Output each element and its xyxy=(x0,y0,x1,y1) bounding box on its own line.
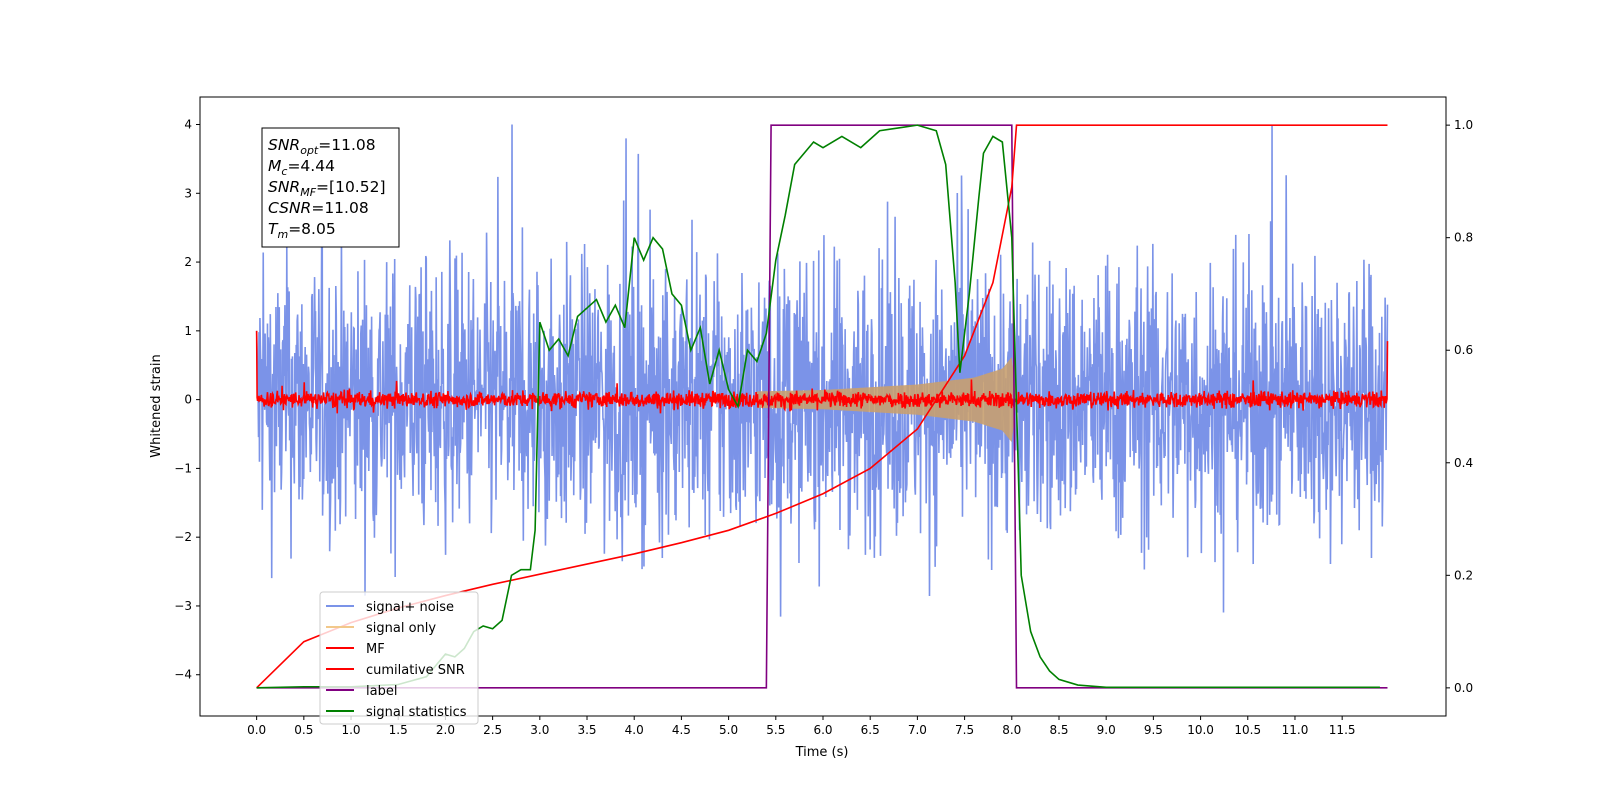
y-tick-label: 0 xyxy=(184,393,192,407)
x-tick-label: 6.0 xyxy=(813,723,832,737)
legend-label: MF xyxy=(366,642,385,657)
annotation-line: Tm=8.05 xyxy=(268,220,336,241)
legend-label: signal+ noise xyxy=(366,600,454,615)
y2-tick-label: 0.4 xyxy=(1454,456,1473,470)
y2-tick-label: 1.0 xyxy=(1454,118,1473,132)
x-tick-label: 11.0 xyxy=(1282,723,1309,737)
y-tick-label: −3 xyxy=(174,599,192,613)
x-tick-label: 0.5 xyxy=(294,723,313,737)
x-tick-label: 1.5 xyxy=(389,723,408,737)
x-tick-label: 3.5 xyxy=(577,723,596,737)
annotation-line: CSNR=11.08 xyxy=(268,199,369,217)
x-tick-label: 5.0 xyxy=(719,723,738,737)
series-signal-plus-noise xyxy=(255,124,1389,617)
y-tick-label: −1 xyxy=(174,461,192,475)
x-tick-label: 2.0 xyxy=(436,723,455,737)
series-label xyxy=(256,124,1388,689)
y2-tick-label: 0.8 xyxy=(1454,231,1473,245)
x-tick-label: 5.5 xyxy=(766,723,785,737)
series-mf xyxy=(255,330,1389,414)
x-tick-label: 9.0 xyxy=(1097,723,1116,737)
annotation-frame xyxy=(261,127,400,248)
legend-frame xyxy=(319,591,479,725)
x-tick-label: 3.0 xyxy=(530,723,549,737)
y-tick-label: −4 xyxy=(174,668,192,682)
plot-area xyxy=(255,124,1389,689)
annotation-line: SNRopt=11.08 xyxy=(268,136,376,157)
x-tick-label: 4.0 xyxy=(625,723,644,737)
y-tick-label: 1 xyxy=(184,324,192,338)
x-tick-label: 4.5 xyxy=(672,723,691,737)
y-tick-label: −2 xyxy=(174,530,192,544)
series-signal-only xyxy=(756,357,1017,443)
x-tick-label: 10.5 xyxy=(1234,723,1261,737)
x-tick-label: 7.0 xyxy=(908,723,927,737)
legend-label: signal only xyxy=(366,621,436,636)
y-tick-label: 3 xyxy=(184,186,192,200)
y-tick-label: 2 xyxy=(184,255,192,269)
x-tick-label: 7.5 xyxy=(955,723,974,737)
y2-tick-label: 0.2 xyxy=(1454,568,1473,582)
legend-label: signal statistics xyxy=(366,705,467,720)
legend-label: label xyxy=(366,684,397,699)
series-signal-statistics xyxy=(256,124,1380,689)
x-tick-label: 10.0 xyxy=(1187,723,1214,737)
x-tick-label: 6.5 xyxy=(861,723,880,737)
annotation-line: SNRMF=[10.52] xyxy=(268,178,386,199)
legend: signal+ noise signal only MF cumilative SNR… xyxy=(319,591,479,725)
axis-ticks: 0.0 0.5 1.0 1.5 2.0 2.5 3.0 3.5 4.0 4.5 5.0 5.5 6.0 6… xyxy=(174,118,1473,737)
y2-tick-label: 0.0 xyxy=(1454,681,1473,695)
x-tick-label: 0.0 xyxy=(247,723,266,737)
x-axis-label: Time (s) xyxy=(795,745,849,760)
annotation-box: SNRopt=11.08Mc=4.44SNRMF=[10.52]CSNR=11.… xyxy=(261,127,400,248)
legend-label: cumilative SNR xyxy=(366,663,465,678)
x-tick-label: 11.5 xyxy=(1329,723,1356,737)
x-tick-label: 8.0 xyxy=(1002,723,1021,737)
annotation-line: Mc=4.44 xyxy=(268,157,335,178)
x-tick-label: 2.5 xyxy=(483,723,502,737)
y-axis-label: Whitened strain xyxy=(149,354,164,457)
x-tick-label: 1.0 xyxy=(341,723,360,737)
y-tick-label: 4 xyxy=(184,118,192,132)
y2-tick-label: 0.6 xyxy=(1454,343,1473,357)
x-tick-label: 9.5 xyxy=(1144,723,1163,737)
x-tick-label: 8.5 xyxy=(1049,723,1068,737)
